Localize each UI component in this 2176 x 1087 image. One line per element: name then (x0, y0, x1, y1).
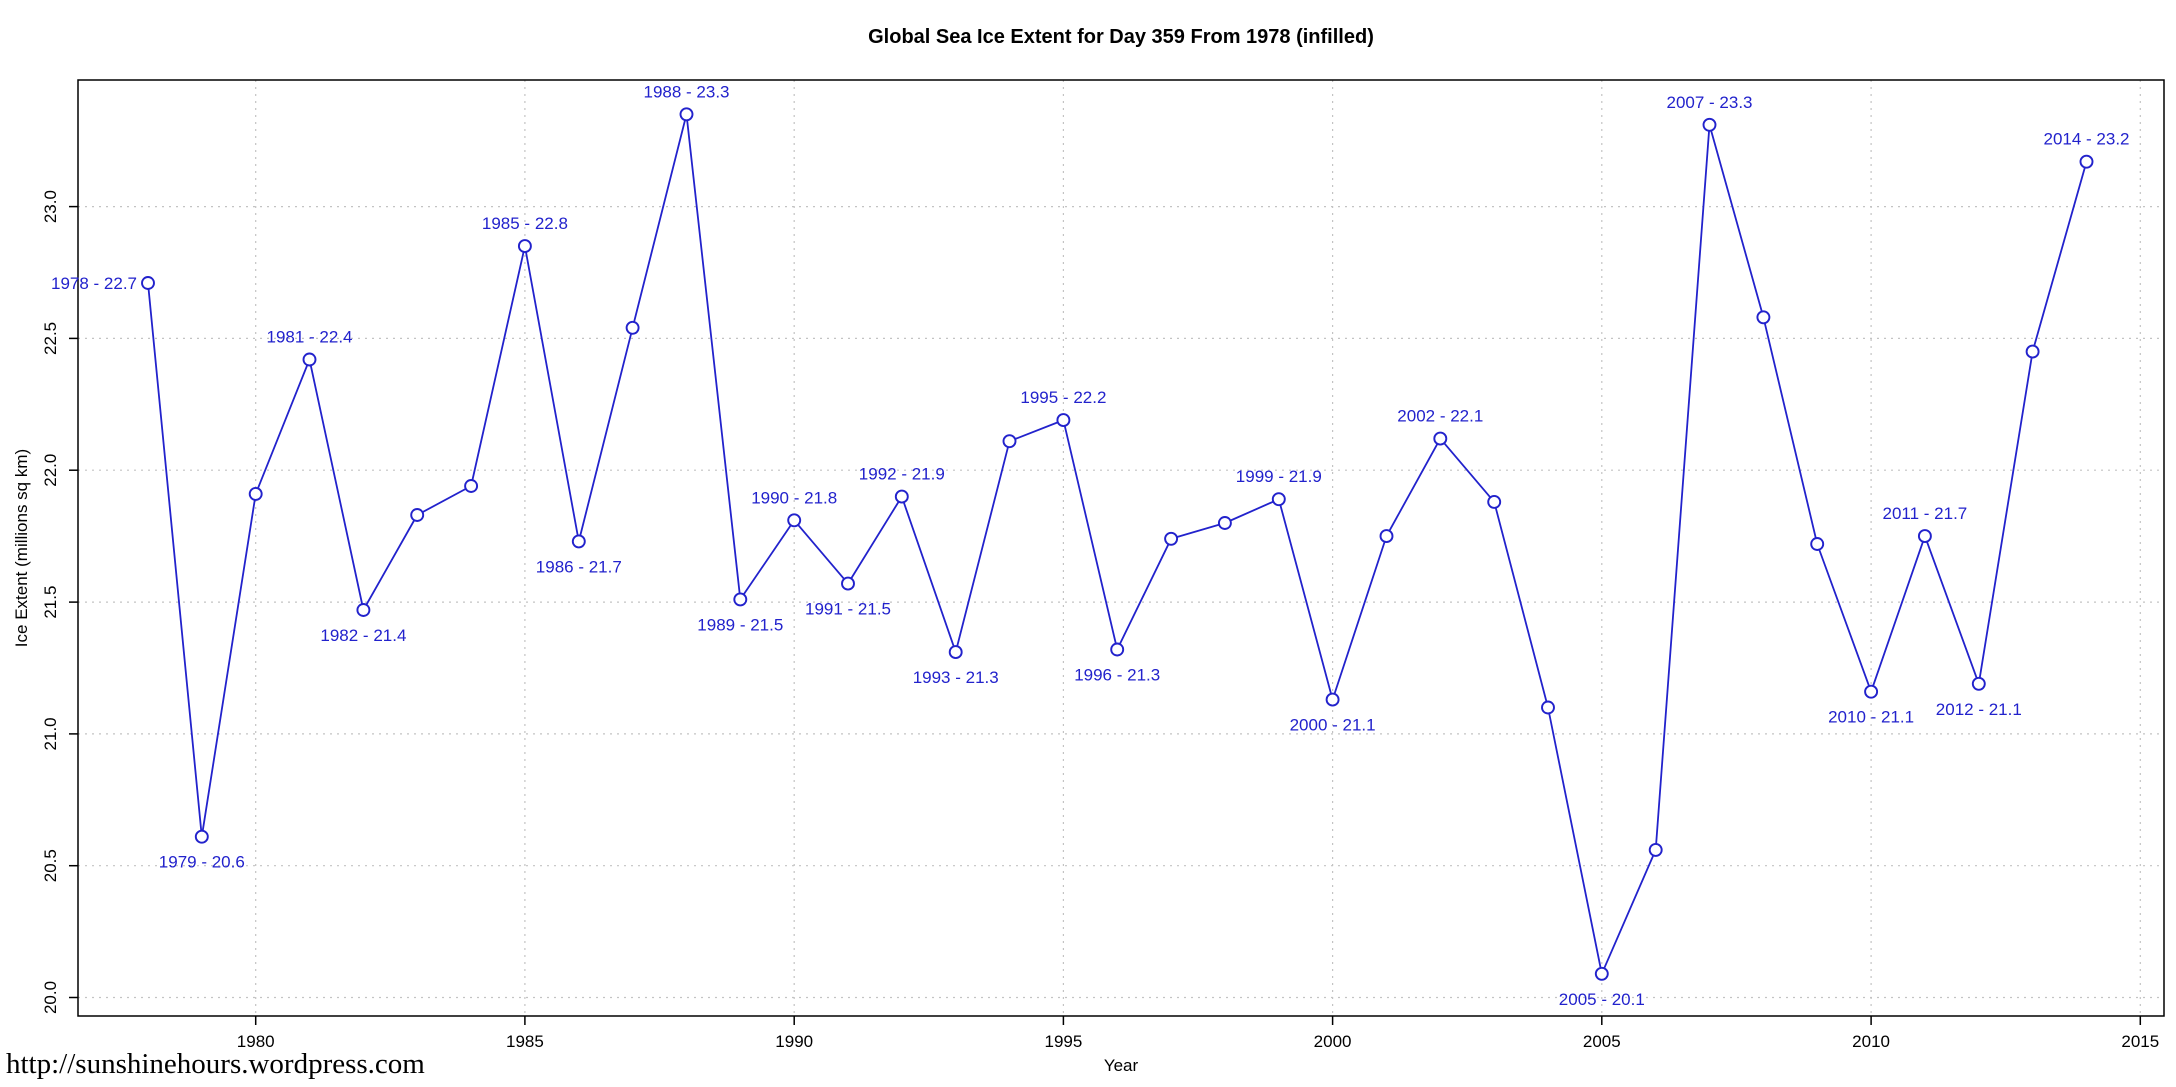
data-point (1433, 431, 1448, 446)
data-point (1810, 537, 1825, 551)
point-label: 1986 - 21.7 (536, 557, 622, 576)
y-tick-label: 20.0 (41, 981, 60, 1014)
point-label: 1989 - 21.5 (697, 615, 783, 634)
x-tick-label: 2015 (2121, 1032, 2159, 1051)
y-tick-label: 22.0 (41, 454, 60, 487)
data-point (841, 576, 855, 591)
point-label: 2005 - 20.1 (1559, 990, 1645, 1009)
point-label: 2000 - 21.1 (1290, 716, 1376, 735)
point-label: 2012 - 21.1 (1936, 700, 2022, 719)
data-point (1541, 700, 1555, 715)
point-label: 1993 - 21.3 (913, 668, 999, 687)
data-point (1756, 310, 1771, 325)
data-point (625, 320, 640, 335)
point-label: 1992 - 21.9 (859, 465, 945, 484)
point-label: 1995 - 22.2 (1020, 388, 1106, 407)
point-label: 1991 - 21.5 (805, 600, 891, 619)
x-tick-label: 2005 (1583, 1032, 1621, 1051)
chart-title: Global Sea Ice Extent for Day 359 From 1… (868, 26, 1374, 48)
point-label: 2010 - 21.1 (1828, 708, 1914, 727)
point-label: 1999 - 21.9 (1236, 467, 1322, 486)
x-tick-label: 1985 (506, 1032, 544, 1051)
data-point (517, 239, 532, 254)
point-label: 1988 - 23.3 (643, 82, 729, 101)
data-point (733, 592, 748, 607)
point-label: 1982 - 21.4 (320, 626, 406, 645)
data-point (2079, 154, 2094, 169)
data-point (1487, 494, 1502, 509)
data-point (410, 508, 425, 522)
data-point (2025, 344, 2040, 359)
y-tick-label: 22.5 (41, 322, 60, 355)
data-point (1971, 676, 1986, 691)
data-point (248, 486, 263, 501)
point-label: 1981 - 22.4 (266, 328, 352, 347)
plot-border (77, 79, 2165, 1017)
point-label: 1978 - 22.7 (51, 274, 137, 293)
data-point (1648, 842, 1663, 857)
data-point (1002, 434, 1017, 449)
y-tick-label: 20.5 (41, 849, 60, 882)
data-point (1864, 684, 1879, 699)
data-point (194, 829, 209, 844)
point-label: 2011 - 21.7 (1883, 504, 1968, 523)
x-tick-label: 2000 (1314, 1032, 1352, 1051)
point-label: 1979 - 20.6 (159, 853, 245, 872)
y-tick-label: 23.0 (41, 190, 60, 223)
data-point (787, 513, 802, 528)
data-point (302, 352, 317, 367)
data-point (1325, 692, 1340, 707)
series-line (147, 113, 2088, 975)
data-point (464, 479, 479, 493)
y-axis-title: Ice Extent (millions sq km) (12, 448, 31, 648)
x-tick-label: 1980 (237, 1032, 275, 1051)
data-point (894, 489, 909, 504)
data-point (1379, 529, 1394, 544)
data-point (1110, 642, 1125, 657)
data-point (1702, 117, 1717, 132)
data-point (1917, 529, 1932, 544)
point-label: 1990 - 21.8 (751, 488, 837, 507)
point-label: 1985 - 22.8 (482, 214, 568, 233)
x-axis-title: Year (1103, 1056, 1139, 1075)
footer-url: http://sunshinehours.wordpress.com (6, 1048, 425, 1080)
x-tick-label: 1990 (775, 1032, 813, 1051)
y-tick-label: 21.0 (41, 717, 60, 750)
data-point (1271, 492, 1286, 507)
data-point (679, 107, 694, 122)
data-point (571, 534, 586, 549)
point-label: 2002 - 22.1 (1397, 407, 1483, 426)
data-point (1217, 516, 1232, 530)
point-label: 1996 - 21.3 (1074, 666, 1160, 685)
data-point (356, 603, 371, 617)
point-label: 2007 - 23.3 (1666, 93, 1752, 112)
data-point (948, 645, 963, 660)
x-tick-label: 2010 (1852, 1032, 1890, 1051)
data-point (1594, 966, 1609, 981)
data-point (141, 276, 155, 290)
y-tick-label: 21.5 (41, 586, 60, 619)
x-tick-label: 1995 (1044, 1032, 1082, 1051)
data-point (1056, 413, 1071, 428)
data-point (1164, 531, 1179, 546)
point-label: 2014 - 23.2 (2043, 130, 2129, 149)
